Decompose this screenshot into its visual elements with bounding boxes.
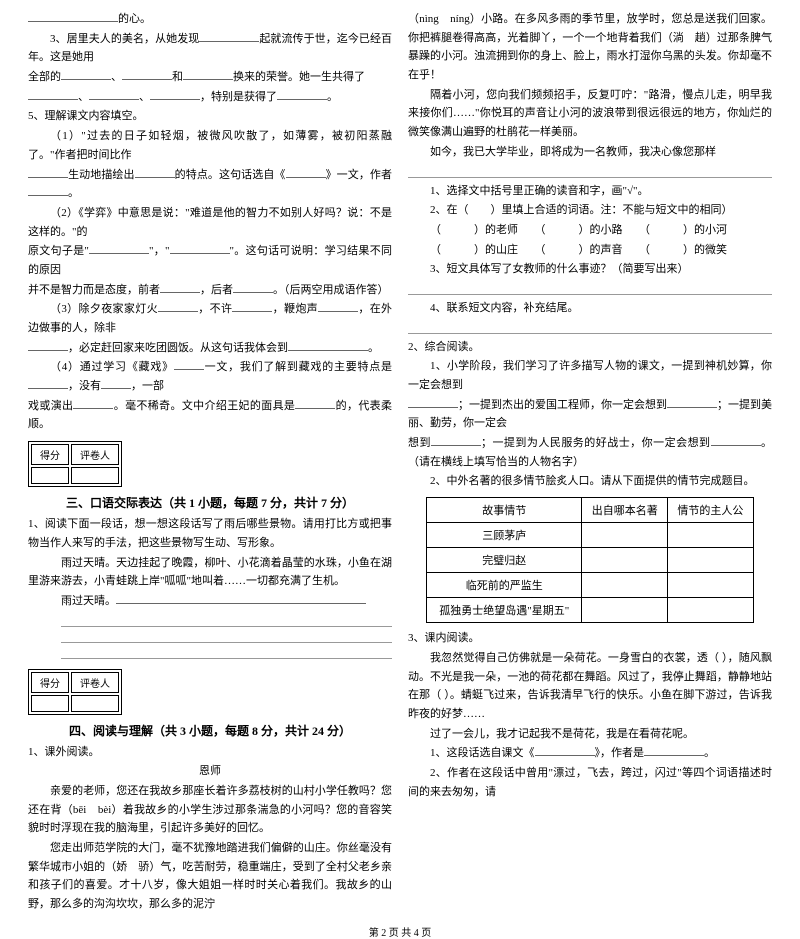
page-footer: 第 2 页 共 4 页	[0, 924, 800, 939]
text: （ ）的声音	[540, 244, 623, 256]
text: 生动地描绘出	[68, 169, 135, 181]
text: 》一文，作者	[326, 169, 393, 181]
text: 1、这段话选自课文《	[430, 747, 535, 759]
text: 。	[68, 187, 79, 199]
text: 亲爱的老师，您还在我故乡那座长着许多荔枝树的山村小学任教吗？您还在背（bēi b…	[28, 785, 392, 834]
text: 戏或演出	[28, 400, 73, 412]
table-header: 出自哪本名著	[582, 498, 668, 523]
text: "，"	[149, 245, 170, 257]
text: ，必定赶回家来吃团圆饭。从这句话我体会到	[68, 342, 288, 354]
text: 5、理解课文内容填空。	[28, 110, 144, 122]
text: 并不是智力而是态度，前者	[28, 284, 160, 296]
table-cell: 三顾茅庐	[427, 523, 582, 548]
text: 原文句子是"	[28, 245, 89, 257]
text: ，不许	[198, 303, 232, 315]
text: 3、居里夫人的美名，从她发现	[50, 33, 199, 45]
table-cell: 完璧归赵	[427, 548, 582, 573]
text: ，没有	[68, 380, 101, 392]
text: 和	[172, 71, 183, 83]
text: 4、联系短文内容，补充结尾。	[430, 302, 579, 314]
text: 2、在（ ）里填上合适的词语。注：不能与短文中的相同）	[430, 204, 733, 216]
text: 换来的荣誉。她一生共得了	[233, 71, 365, 83]
section-4-title: 四、阅读与理解（共 3 小题，每题 8 分，共计 24 分）	[28, 722, 392, 739]
text: 雨过天晴。天边挂起了晚霞，柳叶、小花滴着晶莹的水珠，小鱼在湖里游来游去，小青蛙跳…	[28, 557, 392, 588]
score-label: 得分	[31, 672, 69, 693]
text: 我忽然觉得自己仿佛就是一朵荷花。一身雪白的衣裳，透（ ），随风飘动。不光是我一朵…	[408, 652, 772, 720]
text: 、	[139, 91, 150, 103]
table-header: 故事情节	[427, 498, 582, 523]
text: 1、选择文中括号里正确的读音和字，画"√"。	[430, 185, 649, 197]
text: 1、小学阶段，我们学习了许多描写人物的课文，一提到神机妙算，你一定会想到	[408, 360, 772, 391]
text: 雨过天晴。	[61, 595, 116, 607]
text: （nìng níng）小路。在多风多雨的季节里，放学时，您总是送我们回家。你把裤…	[408, 13, 772, 81]
text: （ ）的小河	[645, 224, 728, 236]
score-box-2: 得分评卷人	[28, 669, 122, 715]
text: （ ）的老师	[430, 224, 518, 236]
text: 2、中外名著的很多情节脍炙人口。请从下面提供的情节完成题目。	[430, 475, 755, 487]
table-header: 情节的主人公	[668, 498, 754, 523]
text: 想到	[408, 437, 431, 449]
text: 的心。	[118, 13, 151, 25]
text: 您走出师范学院的大门，毫不犹豫地踏进我们偏僻的山庄。你丝毫没有繁华城市小姐的（娇…	[28, 842, 392, 910]
text: 的特点。这句话选自《	[175, 169, 286, 181]
text: ；一提到杰出的爱国工程师，你一定会想到	[458, 399, 667, 411]
text: 3、短文具体写了女教师的什么事迹？（简要写出来）	[430, 263, 689, 275]
table-cell: 临死前的严监生	[427, 573, 582, 598]
text: （1）"过去的日子如轻烟，被微风吹散了，如薄雾，被初阳蒸融了。"作者把时间比作	[28, 130, 392, 161]
text: （4）通过学习《藏戏》	[50, 361, 174, 373]
text: 。毫不稀奇。文中介绍王妃的面具是	[113, 400, 295, 412]
text: ，特别是获得了	[200, 91, 277, 103]
text: 全部的	[28, 71, 61, 83]
text: 1、阅读下面一段话，想一想这段话写了雨后哪些景物。请用打比方或把事物当作人来写的…	[28, 518, 392, 549]
table-cell: 孤独勇士绝望岛遇"星期五"	[427, 598, 582, 623]
text: 。	[704, 747, 715, 759]
grader-label: 评卷人	[71, 444, 119, 465]
text: 1、课外阅读。	[28, 746, 100, 758]
passage-title: 恩师	[199, 765, 221, 777]
text: （ ）的微笑	[645, 244, 728, 256]
text: 、	[78, 91, 89, 103]
text: （3）除夕夜家家灯火	[50, 303, 158, 315]
text: 如今，我已大学毕业，即将成为一名教师，我决心像您那样	[430, 146, 716, 158]
text: 》，作者是	[595, 747, 645, 759]
score-box: 得分评卷人	[28, 441, 122, 487]
text: ，后者	[200, 284, 233, 296]
text: ，鞭炮声	[272, 303, 318, 315]
text: （ ）的小路	[540, 224, 623, 236]
text: ，一部	[131, 380, 164, 392]
text: 一文，我们了解到藏戏的主要特点是	[204, 361, 392, 373]
text: （2）《学弈》中意思是说："难道是他的智力不如别人好吗？说：不是这样的。"的	[28, 207, 392, 238]
grader-label: 评卷人	[71, 672, 119, 693]
text: 过了一会儿，我才记起我不是荷花，我是在看荷花呢。	[430, 728, 694, 740]
text: 2、作者在这段话中曾用"漂过，飞去，跨过，闪过"等四个词语描述时间的来去匆匆，请	[408, 767, 772, 798]
text: （ ）的山庄	[430, 244, 518, 256]
story-table: 故事情节出自哪本名著情节的主人公 三顾茅庐 完璧归赵 临死前的严监生 孤独勇士绝…	[426, 497, 754, 623]
text: 。	[368, 342, 379, 354]
text: 2、综合阅读。	[408, 341, 480, 353]
text: ；一提到为人民服务的好战士，你一定会想到	[481, 437, 711, 449]
text: 。	[327, 91, 338, 103]
text: 隔着小河，您向我们频频招手，反复叮咛："路滑，慢点儿走，明早我来接你们……"你悦…	[408, 89, 772, 138]
text: 3、课内阅读。	[408, 632, 480, 644]
text: 、	[111, 71, 122, 83]
section-3-title: 三、口语交际表达（共 1 小题，每题 7 分，共计 7 分）	[28, 494, 392, 511]
text: 。（后两空用成语作答）	[273, 284, 389, 296]
score-label: 得分	[31, 444, 69, 465]
